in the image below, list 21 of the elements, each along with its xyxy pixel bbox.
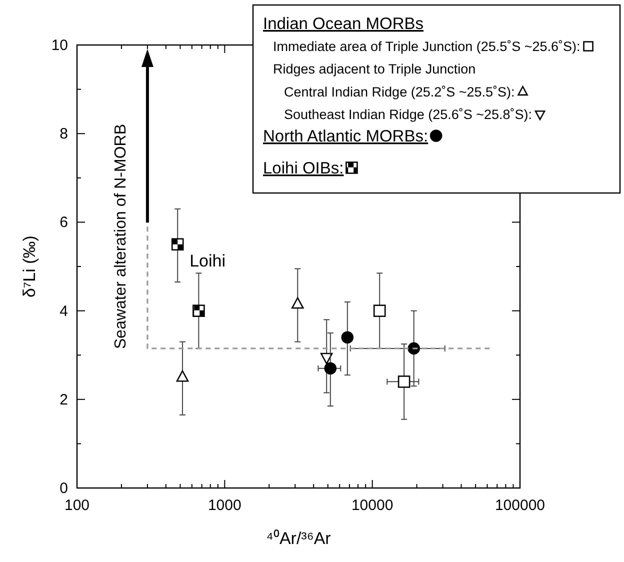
x-tick-label: 100000 (494, 497, 546, 514)
annotation: Seawater alteration of N-MORB (112, 124, 130, 349)
x-tick-label: 1000 (208, 497, 242, 514)
legend-label: Immediate area of Triple Junction (25.5˚S ~25.6˚S): (273, 39, 580, 54)
x-axis-title: ⁴⁰Ar/³⁶Ar (266, 529, 332, 548)
x-tick-label: 100 (64, 497, 90, 514)
y-tick-label: 4 (60, 302, 68, 320)
y-axis-title: δ⁷Li (‰) (20, 236, 39, 298)
y-tick-label: 8 (60, 126, 68, 143)
annotation: Loihi (190, 251, 226, 270)
y-tick-label: 0 (60, 480, 68, 497)
y-tick-label: 6 (60, 214, 68, 232)
legend-label: Southeast Indian Ridge (25.6˚S ~25.8˚S): (284, 107, 532, 122)
legend-label: North Atlantic MORBs: (263, 128, 428, 146)
y-tick-label: 2 (60, 391, 68, 408)
legend-title: Indian Ocean MORBs (263, 15, 424, 33)
annotation: Ridges adjacent to Triple Junction (273, 62, 476, 76)
legend-label: Loihi OIBs: (263, 160, 344, 178)
legend-label: Central Indian Ridge (25.2˚S ~25.5˚S): (284, 84, 515, 100)
x-tick-label: 10000 (351, 497, 394, 514)
y-tick-label: 10 (51, 37, 68, 54)
